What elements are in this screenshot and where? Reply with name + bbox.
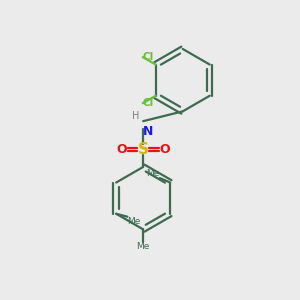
Text: Cl: Cl — [143, 52, 154, 62]
Text: Me: Me — [146, 169, 160, 178]
Text: S: S — [138, 142, 149, 157]
Text: Me: Me — [136, 242, 150, 251]
Text: Me: Me — [128, 217, 141, 226]
Text: O: O — [159, 142, 170, 156]
Text: O: O — [116, 142, 127, 156]
Text: Cl: Cl — [143, 98, 154, 108]
Text: H: H — [132, 111, 140, 121]
Text: N: N — [143, 125, 154, 138]
